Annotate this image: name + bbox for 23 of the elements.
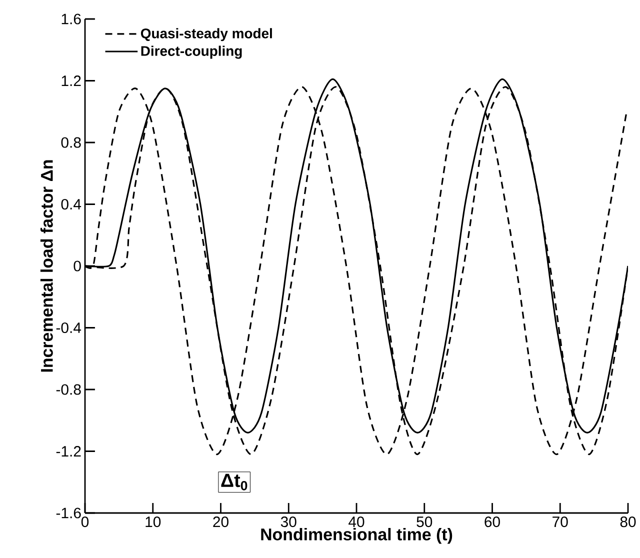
x-tick-label: 40: [348, 516, 364, 528]
y-tick-label: -0.4: [56, 322, 82, 334]
x-tick-label: 10: [146, 516, 161, 528]
y-tick-label: 0.4: [61, 198, 82, 210]
x-tick-label: 0: [81, 516, 89, 528]
annotation: Δt$_{0}$: [221, 474, 248, 490]
x-tick-label: 30: [280, 516, 296, 528]
y-tick-label: 1.2: [62, 76, 81, 86]
x-tick-label: 20: [213, 516, 228, 528]
x-tick-label: 60: [484, 516, 500, 528]
y-tick-label: 0: [74, 260, 81, 272]
y-tick-label: -0.8: [56, 384, 81, 395]
y-tick-label: 1.6: [62, 14, 81, 24]
x-tick-label: 70: [552, 516, 568, 528]
y-tick-label: -1.2: [56, 446, 81, 456]
legend-label: Direct-coupling: [141, 46, 242, 59]
y-axis-title: Incremental load factor Δn: [40, 160, 53, 372]
legend-label: Quasi-steady model: [140, 28, 272, 42]
x-axis-title: Nondimensional time (t): [261, 528, 452, 544]
y-tick-label: -1.6: [56, 508, 81, 518]
x-tick-label: 50: [416, 516, 432, 528]
y-tick-label: 0.8: [61, 137, 81, 148]
x-tick-label: 80: [620, 516, 636, 528]
